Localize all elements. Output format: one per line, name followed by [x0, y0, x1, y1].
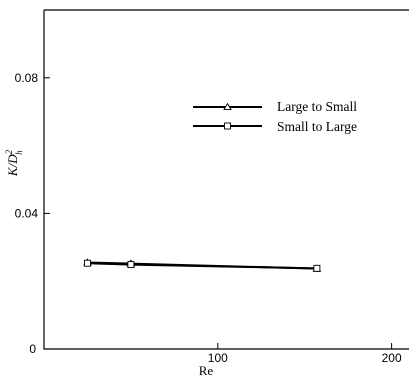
x-tick-label: 200 [382, 351, 402, 365]
legend-entry-large-to-small: Large to Small [193, 99, 357, 114]
data-point-small-to-large [84, 259, 91, 267]
y-axis-title: K/D2h [4, 149, 24, 177]
plot-frame [43, 9, 409, 350]
series-layer [83, 258, 322, 272]
y-axis-ticks: 0.04 0.08 [15, 71, 50, 220]
legend-label-large-to-small: Large to Small [277, 99, 357, 114]
y-tick-label: 0.08 [15, 71, 39, 85]
legend-label-small-to-large: Small to Large [277, 119, 357, 134]
x-axis-title: Re [199, 363, 214, 376]
data-point-small-to-large [313, 264, 321, 272]
y-axis-title-main: K/D [5, 154, 20, 177]
series-line-small-to-large [87, 262, 317, 270]
legend-entry-small-to-large: Small to Large [193, 119, 357, 134]
y-axis-title-group: K/D2h [4, 149, 24, 177]
x-axis-ticks: 100 200 [208, 343, 402, 365]
origin-tick-label: 0 [29, 342, 36, 356]
y-tick-label: 0.04 [15, 206, 39, 220]
data-point-small-to-large [127, 261, 135, 269]
y-axis-title-superscript: 2 [4, 149, 14, 154]
legend: Large to Small Small to Large [193, 99, 357, 134]
x-tick-label: 100 [208, 351, 228, 365]
legend-triangle-marker [223, 102, 232, 111]
plot-area [43, 9, 409, 350]
legend-square-marker [224, 122, 231, 130]
y-axis-title-subscript: h [14, 150, 24, 155]
